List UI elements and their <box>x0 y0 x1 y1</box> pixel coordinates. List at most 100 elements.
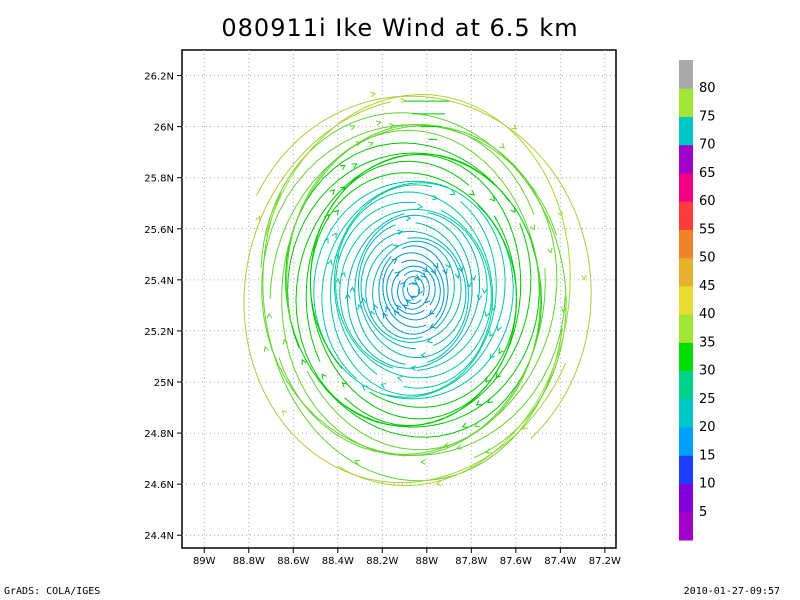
stream-arrow <box>481 288 488 295</box>
stream-arrow <box>424 297 431 304</box>
stream-arrow <box>489 353 495 360</box>
streamline <box>309 172 518 408</box>
x-tick-label: 88.8W <box>233 556 265 567</box>
colorbar-label: 50 <box>699 251 716 266</box>
streamline <box>346 212 481 369</box>
stream-arrow <box>414 274 421 280</box>
y-tick-label: 24.8N <box>144 429 174 440</box>
stream-arrow <box>547 247 553 254</box>
streamline <box>372 240 455 340</box>
stream-arrow <box>333 209 340 216</box>
stream-arrow <box>442 268 448 275</box>
stream-arrow <box>357 303 363 310</box>
stream-arrow <box>426 337 433 344</box>
stream-arrow <box>470 275 477 282</box>
stream-arrow <box>344 293 351 299</box>
stream-arrow <box>429 323 436 329</box>
x-tick-label: 89W <box>193 556 216 567</box>
stream-arrow <box>499 143 506 149</box>
streamline <box>365 237 462 343</box>
stream-arrow <box>529 224 535 231</box>
streamline <box>382 252 445 328</box>
streamlines <box>243 91 592 487</box>
stream-arrow <box>489 195 496 202</box>
colorbar-label: 10 <box>699 477 716 492</box>
streamline <box>281 124 546 457</box>
colorbar-swatch <box>679 144 693 174</box>
stream-arrow <box>368 141 374 148</box>
stream-arrow <box>445 262 451 269</box>
footer-credit: GrADS: COLA/IGES <box>4 586 101 597</box>
y-axis-ticks: 24.4N 24.6N 24.8N 25N 25.2N 25.4N 25.6N 25.8N 26… <box>144 72 182 542</box>
streamline <box>357 222 469 359</box>
streamline <box>261 124 566 456</box>
stream-arrow <box>396 304 402 311</box>
stream-arrow <box>389 123 395 129</box>
stream-arrow <box>433 262 439 269</box>
colorbar-swatch <box>679 60 693 89</box>
y-tick-label: 24.6N <box>144 480 174 491</box>
stream-arrow <box>454 272 461 279</box>
x-tick-label: 87.4W <box>544 556 576 567</box>
stream-arrow <box>354 459 361 465</box>
y-tick-label: 26N <box>154 123 174 134</box>
stream-arrow <box>351 163 358 169</box>
stream-arrow <box>385 306 391 313</box>
x-tick-label: 88.2W <box>366 556 398 567</box>
stream-arrow <box>417 203 424 210</box>
stream-arrow <box>469 190 476 196</box>
stream-arrow <box>402 304 409 310</box>
stream-arrow <box>255 215 261 222</box>
stream-arrow <box>489 331 495 338</box>
stream-arrow <box>457 266 464 273</box>
footer-timestamp: 2010-01-27-09:57 <box>683 586 780 597</box>
stream-arrow <box>430 268 436 275</box>
y-tick-label: 25.4N <box>144 276 174 287</box>
stream-arrow <box>396 375 403 382</box>
stream-arrow <box>557 210 563 217</box>
stream-arrow <box>397 229 404 236</box>
x-tick-label: 87.6W <box>500 556 532 567</box>
y-tick-label: 25N <box>154 378 174 389</box>
stream-arrow <box>495 372 501 379</box>
colorbar-swatch <box>679 370 693 400</box>
colorbar-swatch <box>679 257 693 287</box>
colorbar-label: 70 <box>699 138 716 153</box>
stream-arrow <box>420 459 426 465</box>
stream-arrow <box>487 397 493 404</box>
stream-arrow <box>341 382 348 388</box>
stream-arrow <box>360 297 367 304</box>
colorbar-label: 65 <box>699 166 716 181</box>
y-tick-label: 25.6N <box>144 225 174 236</box>
colorbar-swatch <box>679 314 693 343</box>
stream-arrow <box>361 385 368 391</box>
stream-arrow <box>399 281 406 288</box>
stream-arrow <box>422 266 429 273</box>
x-tick-label: 88.4W <box>322 556 354 567</box>
x-tick-label: 87.2W <box>589 556 621 567</box>
stream-arrow <box>266 312 273 319</box>
stream-arrow <box>329 189 336 195</box>
streamline <box>386 259 441 321</box>
streamline <box>313 180 514 400</box>
stream-arrow <box>412 279 418 286</box>
colorbar-swatch <box>679 88 693 117</box>
colorbar-swatch <box>679 116 693 146</box>
colorbar-label: 45 <box>699 279 716 294</box>
streamline <box>360 230 467 350</box>
colorbar-label: 15 <box>699 448 716 463</box>
stream-arrow <box>409 295 416 301</box>
streamline <box>330 184 497 396</box>
colorbar-swatch <box>679 427 693 456</box>
stream-arrow <box>410 365 416 371</box>
stream-arrow <box>340 271 346 278</box>
stream-arrow <box>496 325 503 332</box>
stream-arrow <box>349 286 356 293</box>
stream-arrow <box>375 120 382 126</box>
plot-frame <box>181 49 617 549</box>
stream-arrow <box>327 259 333 266</box>
stream-arrow <box>435 480 442 487</box>
colorbar-swatch <box>679 342 693 372</box>
colorbar-swatch <box>679 398 693 428</box>
